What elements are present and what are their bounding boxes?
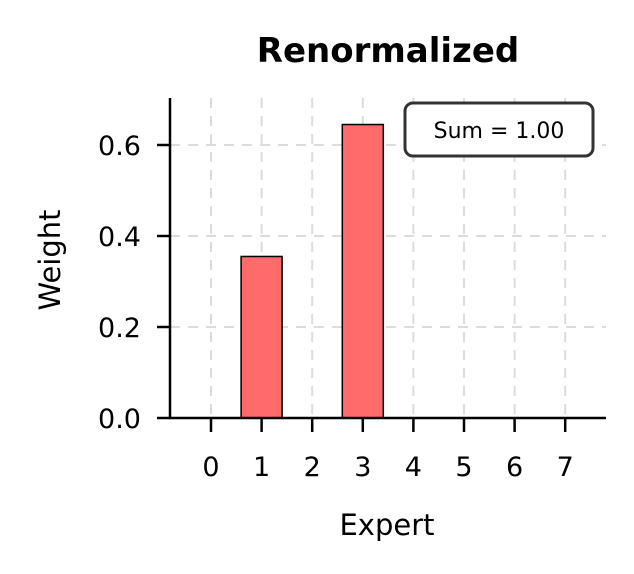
x-tick-label: 3 [354,452,371,483]
annotation-box [403,101,595,158]
x-tick-label: 5 [455,452,472,483]
y-ticks: 0.0 0.2 0.4 0.6 [98,131,170,435]
annotation-text: Sum = 1.00 [434,119,565,144]
bars [240,123,385,419]
sum-annotation: Sum = 1.00 [403,101,595,158]
x-ticks: 0 1 2 3 4 5 6 7 [202,418,574,483]
bar-expert-1 [240,255,283,419]
x-tick-label: 4 [405,452,422,483]
x-axis-label: Expert [339,508,434,542]
y-tick-label: 0.6 [98,131,141,162]
x-tick-label: 0 [202,452,219,483]
x-tick-label: 6 [506,452,523,483]
x-tick-label: 7 [557,452,574,483]
y-tick-label: 0.0 [98,404,141,435]
y-tick-label: 0.2 [98,313,141,344]
y-axis-label: Weight [33,209,67,310]
bar-expert-3 [341,123,385,419]
y-tick-label: 0.4 [98,222,141,253]
x-tick-label: 1 [253,452,270,483]
chart-title: Renormalized [257,31,519,71]
x-tick-label: 2 [304,452,321,483]
